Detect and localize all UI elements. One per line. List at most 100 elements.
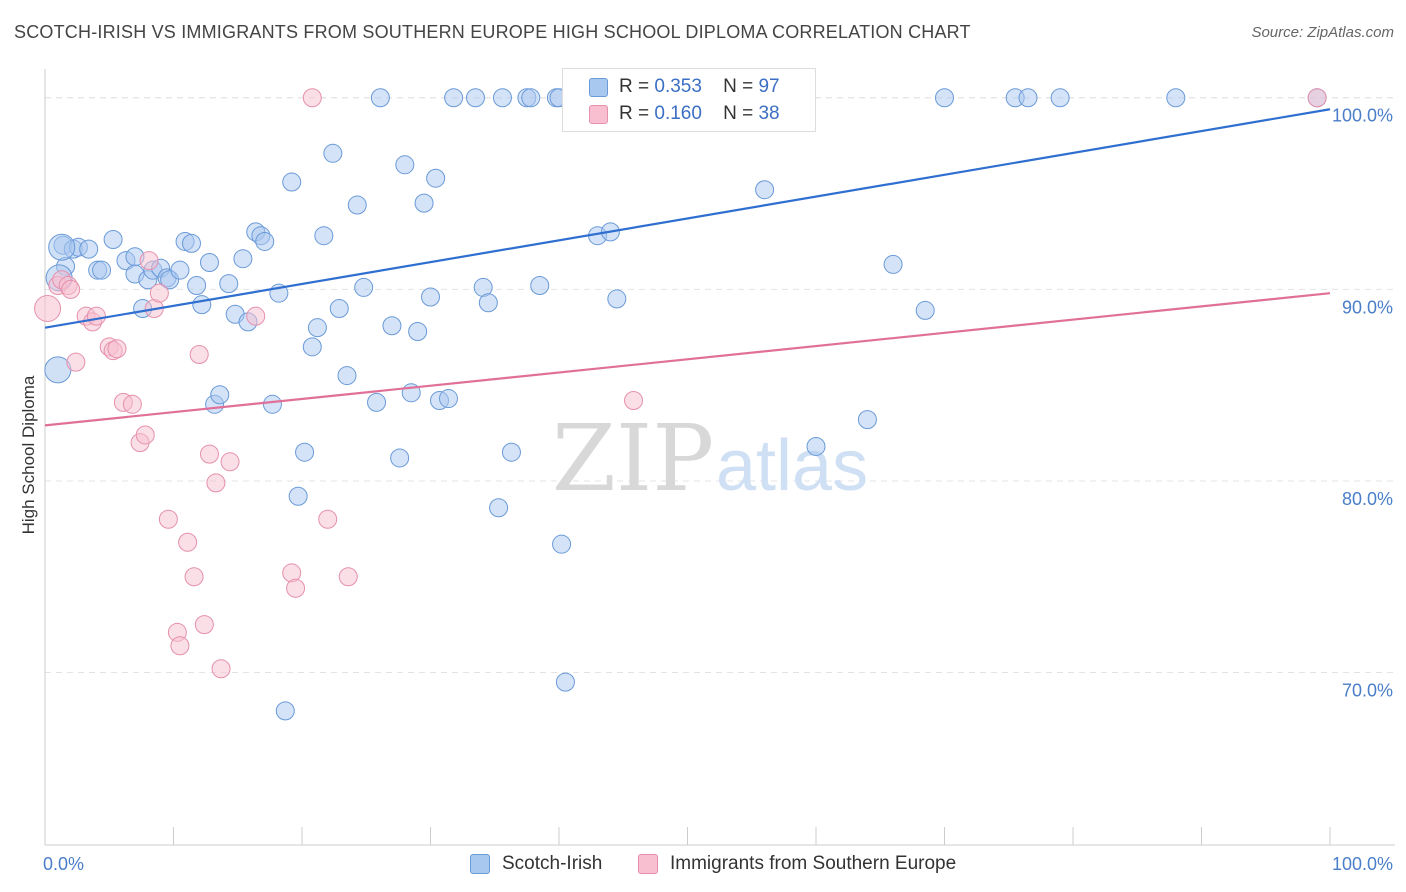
point-southern-europe-9	[107, 339, 127, 359]
point-scotch-irish-6	[92, 260, 112, 280]
point-scotch-irish-38	[302, 337, 322, 357]
point-southern-europe-14	[139, 251, 159, 271]
point-scotch-irish-35	[282, 172, 302, 192]
y-tick-label-80: 80.0%	[1342, 489, 1393, 509]
point-scotch-irish-53	[414, 193, 434, 213]
point-scotch-irish-58	[444, 88, 464, 108]
point-southern-europe-21	[184, 567, 204, 587]
point-scotch-irish-27	[233, 249, 253, 269]
point-southern-europe-17	[158, 509, 178, 529]
point-scotch-irish-64	[501, 442, 521, 462]
bottom-legend-swatch-blue	[470, 854, 490, 874]
legend-swatch-pink	[589, 105, 608, 124]
watermark-atlas: atlas	[716, 426, 868, 506]
point-scotch-irish-36	[288, 486, 308, 506]
point-scotch-irish-22	[199, 253, 219, 273]
x-tick-label-100: 100.0%	[1332, 854, 1393, 874]
point-scotch-irish-88	[1018, 88, 1038, 108]
point-southern-europe-35	[1307, 88, 1327, 108]
point-scotch-irish-50	[395, 155, 415, 175]
point-scotch-irish-37	[295, 442, 315, 462]
trend-line-scotch-irish	[44, 108, 1331, 329]
point-scotch-irish-66	[521, 88, 541, 108]
big-point-southern-europe-0	[34, 295, 62, 323]
point-scotch-irish-83	[806, 436, 826, 456]
point-scotch-irish-55	[426, 168, 446, 188]
trend-lines	[44, 108, 1331, 427]
point-southern-europe-28	[246, 306, 266, 326]
point-scotch-irish-46	[367, 392, 387, 412]
point-scotch-irish-48	[382, 316, 402, 336]
point-scotch-irish-92	[915, 300, 935, 320]
bottom-legend-label-southern-europe: Immigrants from Southern Europe	[670, 853, 957, 874]
point-southern-europe-25	[206, 473, 226, 493]
point-southern-europe-3	[66, 352, 86, 372]
point-southern-europe-36	[61, 279, 81, 299]
gridlines	[45, 97, 1395, 674]
point-southern-europe-32	[318, 509, 338, 529]
point-scotch-irish-86	[935, 88, 954, 108]
legend-swatch-blue	[589, 78, 608, 97]
point-scotch-irish-31	[255, 231, 275, 251]
point-scotch-irish-63	[492, 88, 512, 108]
point-southern-europe-20	[178, 532, 198, 552]
point-scotch-irish-62	[489, 498, 509, 518]
point-scotch-irish-85	[883, 254, 903, 274]
point-scotch-irish-67	[530, 276, 550, 296]
r-label: R =	[619, 76, 650, 97]
point-southern-europe-19	[170, 636, 190, 656]
n-label: N =	[723, 76, 754, 97]
n-value-southern-europe: 38	[758, 103, 780, 124]
point-scotch-irish-4	[79, 239, 99, 259]
point-scotch-irish-82	[755, 180, 775, 200]
point-southern-europe-24	[199, 444, 219, 464]
correlation-legend: R = 0.353 N = 97 R = 0.160 N = 38	[562, 68, 816, 132]
point-scotch-irish-21	[192, 295, 212, 315]
point-southern-europe-34	[624, 390, 644, 410]
axes	[44, 69, 1395, 846]
point-scotch-irish-24	[210, 385, 230, 405]
chart-title: SCOTCH-IRISH VS IMMIGRANTS FROM SOUTHERN…	[14, 22, 971, 42]
point-scotch-irish-17	[170, 260, 190, 280]
point-southern-europe-27	[220, 452, 240, 472]
x-tick-label-0: 0.0%	[43, 854, 84, 874]
y-axis-label: High School Diploma	[19, 375, 38, 534]
n-label: N =	[723, 103, 754, 124]
point-scotch-irish-84	[857, 410, 877, 430]
point-scotch-irish-57	[438, 389, 458, 409]
point-scotch-irish-52	[408, 321, 428, 341]
point-scotch-irish-39	[307, 318, 327, 338]
point-southern-europe-13	[135, 425, 155, 445]
watermark-zip: ZIP	[552, 405, 714, 512]
r-value-scotch-irish: 0.353	[654, 76, 702, 97]
point-southern-europe-33	[338, 567, 358, 587]
point-scotch-irish-49	[390, 448, 410, 468]
point-scotch-irish-25	[219, 274, 239, 294]
point-southern-europe-23	[194, 615, 214, 635]
point-scotch-irish-43	[337, 366, 357, 386]
bottom-legend-label-scotch-irish: Scotch-Irish	[502, 853, 603, 874]
y-tick-label-100: 100.0%	[1332, 106, 1393, 126]
point-southern-europe-16	[149, 283, 169, 303]
big-point-scotch-irish-2	[48, 233, 76, 261]
point-scotch-irish-34	[275, 701, 295, 721]
y-tick-label-90: 90.0%	[1342, 297, 1393, 317]
tick-labels: 70.0% 80.0% 90.0% 100.0% 0.0% 100.0%	[43, 106, 1393, 874]
point-scotch-irish-75	[607, 289, 627, 309]
source-credit: Source: ZipAtlas.com	[1251, 24, 1394, 41]
point-scotch-irish-42	[329, 299, 349, 319]
r-value-southern-europe: 0.160	[654, 103, 702, 124]
point-scotch-irish-70	[552, 534, 572, 554]
point-scotch-irish-90	[1166, 88, 1186, 108]
watermark: ZIP atlas	[552, 405, 868, 512]
point-southern-europe-22	[189, 344, 209, 364]
point-scotch-irish-59	[465, 88, 485, 108]
point-scotch-irish-47	[370, 88, 390, 108]
y-tick-label-70: 70.0%	[1342, 681, 1393, 701]
bottom-legend-swatch-pink	[638, 854, 658, 874]
point-scotch-irish-54	[421, 287, 440, 307]
n-value-scotch-irish: 97	[758, 76, 780, 97]
point-southern-europe-30	[286, 578, 306, 598]
point-southern-europe-6	[86, 306, 106, 326]
point-scotch-irish-20	[187, 276, 207, 296]
